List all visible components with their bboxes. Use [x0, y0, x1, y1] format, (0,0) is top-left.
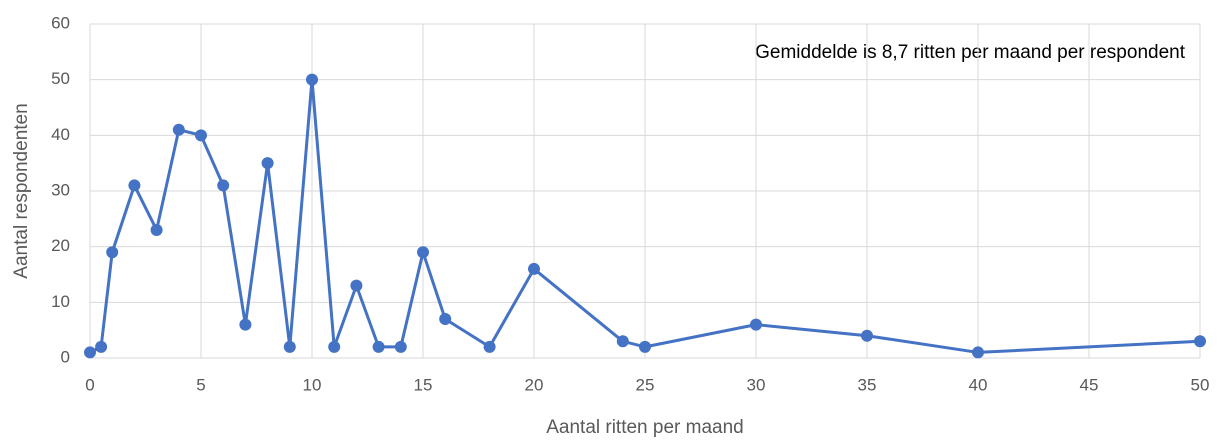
point	[283, 340, 296, 353]
y-tick-label: 20	[51, 236, 70, 255]
point	[372, 340, 385, 353]
point	[528, 262, 540, 275]
point	[261, 157, 274, 170]
x-axis-title: Aantal ritten per maand	[546, 417, 744, 438]
point	[150, 223, 163, 236]
point	[306, 73, 318, 86]
point	[350, 279, 363, 292]
y-tick-label: 60	[51, 13, 70, 32]
x-tick-label: 5	[196, 375, 205, 394]
point	[217, 179, 230, 192]
x-tick-label: 15	[414, 375, 433, 394]
point	[239, 318, 252, 331]
y-tick-label: 0	[61, 347, 70, 366]
y-tick-label: 40	[51, 125, 70, 144]
x-tick-label: 0	[85, 375, 94, 394]
y-tick-label: 50	[51, 69, 70, 88]
point	[861, 329, 873, 342]
point	[1194, 335, 1206, 348]
x-tick-label: 20	[525, 375, 544, 394]
point	[439, 313, 452, 326]
x-tick-label: 35	[858, 375, 877, 394]
x-tick-label: 10	[303, 375, 322, 394]
y-axis-title: Aantal respondenten	[11, 103, 32, 278]
point	[172, 123, 185, 136]
y-tick-label: 30	[51, 180, 70, 199]
point	[195, 129, 207, 142]
point	[417, 246, 429, 259]
x-tick-label: 40	[969, 375, 988, 394]
point	[95, 340, 108, 353]
point	[616, 335, 629, 348]
point	[639, 340, 651, 353]
point	[750, 318, 762, 331]
y-tick-label: 10	[51, 292, 70, 311]
point	[394, 340, 407, 353]
point	[128, 179, 141, 192]
x-tick-label: 45	[1080, 375, 1099, 394]
x-tick-label: 50	[1191, 375, 1210, 394]
x-tick-label: 25	[636, 375, 655, 394]
point	[483, 340, 496, 353]
point	[84, 346, 96, 359]
annotation: Gemiddelde is 8,7 ritten per maand per r…	[755, 42, 1186, 63]
point	[106, 246, 119, 259]
point	[328, 340, 341, 353]
point	[972, 346, 984, 359]
x-tick-label: 30	[747, 375, 766, 394]
